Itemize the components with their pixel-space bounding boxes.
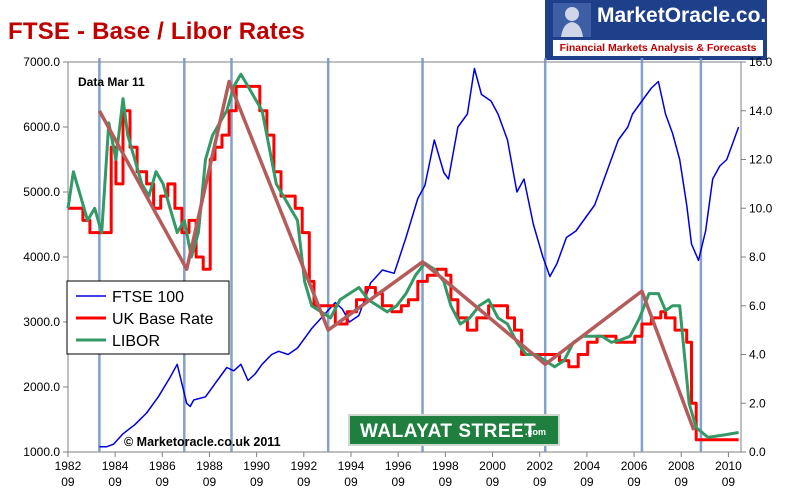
x-tick-month: 09: [533, 475, 547, 489]
x-tick-month: 09: [391, 475, 405, 489]
y-right-tick-label: 14.0: [749, 104, 773, 118]
y-right-tick-label: 10.0: [749, 201, 773, 215]
x-tick-month: 09: [108, 475, 122, 489]
x-tick-month: 09: [250, 475, 264, 489]
x-tick-year: 1996: [385, 459, 412, 473]
x-tick-month: 09: [203, 475, 217, 489]
x-tick-year: 1992: [290, 459, 317, 473]
x-tick-month: 09: [344, 475, 358, 489]
y-right-tick-label: 2.0: [749, 396, 766, 410]
watermark-suffix: .com: [525, 427, 546, 437]
y-right-tick-label: 16.0: [749, 55, 773, 69]
x-tick-month: 09: [627, 475, 641, 489]
x-tick-year: 1982: [55, 459, 82, 473]
x-tick-month: 09: [722, 475, 736, 489]
logo-name: MarketOracle.co.uk: [597, 4, 791, 27]
logo-tagline: Financial Markets Analysis & Forecasts: [553, 40, 763, 56]
x-tick-month: 09: [61, 475, 75, 489]
y-left-tick-label: 7000.0: [23, 55, 60, 69]
y-left-tick-label: 4000.0: [23, 250, 60, 264]
x-tick-year: 2002: [526, 459, 553, 473]
y-left-tick-label: 6000.0: [23, 120, 60, 134]
x-tick-year: 1984: [102, 459, 129, 473]
plot-area: [67, 61, 742, 453]
x-tick-month: 09: [439, 475, 453, 489]
bust-icon: [553, 3, 591, 37]
y-left-tick-label: 2000.0: [23, 380, 60, 394]
legend-ftse-label: FTSE 100: [112, 289, 184, 306]
x-tick-year: 1988: [196, 459, 223, 473]
series-line-ftse: [99, 67, 740, 448]
x-tick-month: 09: [675, 475, 689, 489]
x-tick-year: 1986: [149, 459, 176, 473]
x-tick-year: 2010: [715, 459, 742, 473]
y-left-tick-label: 3000.0: [23, 315, 60, 329]
series-line-base-rate: [68, 84, 739, 442]
x-tick-year: 2004: [574, 459, 601, 473]
y-right-tick-label: 4.0: [749, 348, 766, 362]
watermark-bg: [348, 414, 560, 446]
y-right-tick-label: 8.0: [749, 250, 766, 264]
watermark-main: WALAYAT STREET: [360, 421, 536, 442]
y-left-tick-label: 1000.0: [23, 445, 60, 459]
brand-logo[interactable]: MarketOracle.co.uk Financial Markets Ana…: [545, 0, 791, 60]
y-right-tick-label: 6.0: [749, 299, 766, 313]
x-tick-year: 1994: [338, 459, 365, 473]
watermark-badge: WALAYAT STREET.com: [348, 414, 560, 446]
trend-line: [97, 79, 696, 431]
x-tick-month: 09: [297, 475, 311, 489]
series-line-libor: [66, 72, 739, 439]
x-tick-month: 09: [156, 475, 170, 489]
legend-base-rate-label: UK Base Rate: [112, 311, 213, 328]
copyright-text: © Marketoracle.co.uk 2011: [124, 435, 281, 449]
x-tick-month: 09: [486, 475, 500, 489]
x-tick-year: 2000: [479, 459, 506, 473]
x-tick-month: 09: [580, 475, 594, 489]
data-note: Data Mar 11: [78, 75, 145, 89]
y-right-tick-label: 12.0: [749, 153, 773, 167]
x-tick-year: 1990: [243, 459, 270, 473]
y-left-tick-label: 5000.0: [23, 185, 60, 199]
y-right-tick-label: 0.0: [749, 445, 766, 459]
legend-libor-label: LIBOR: [112, 333, 160, 350]
chart-title: FTSE - Base / Libor Rates: [8, 18, 306, 45]
x-tick-year: 2006: [621, 459, 648, 473]
legend: FTSE 100 UK Base Rate LIBOR: [66, 280, 230, 355]
x-tick-year: 2008: [668, 459, 695, 473]
x-tick-year: 1998: [432, 459, 459, 473]
